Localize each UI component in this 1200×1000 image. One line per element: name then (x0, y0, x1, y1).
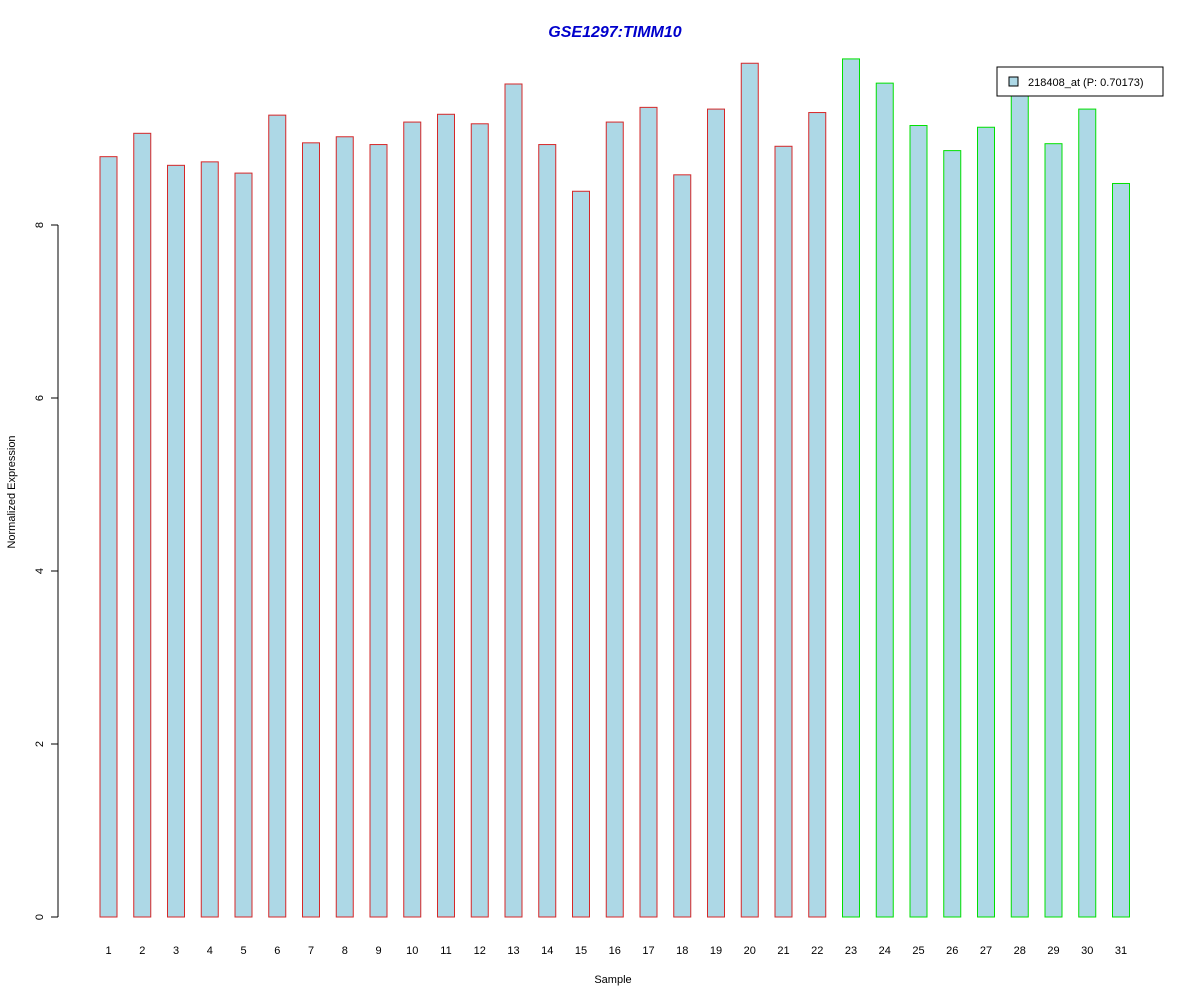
bar (99, 156, 118, 918)
x-tick-label: 30 (1081, 945, 1093, 957)
x-tick-label: 13 (507, 945, 519, 957)
bar (234, 172, 253, 918)
bar (167, 164, 185, 918)
bar (740, 62, 759, 918)
bar (200, 161, 219, 918)
x-tick-label: 24 (879, 945, 891, 957)
bar (302, 142, 320, 918)
bar (133, 132, 152, 918)
bar (268, 114, 287, 918)
x-tick-label: 7 (308, 945, 314, 957)
y-tick-label: 0 (34, 914, 46, 920)
x-tick-labels: 1 2 3 4 5 6 7 8 9 10 11 12 13 14 15 16 17 18 19 20 21 22 23 24 2… (105, 945, 1127, 957)
bar (808, 112, 827, 918)
x-tick-label: 19 (710, 945, 722, 957)
y-tick-label: 8 (34, 222, 46, 228)
x-tick-label: 11 (440, 945, 451, 957)
y-tick-label: 2 (34, 741, 46, 747)
bar (673, 174, 692, 918)
x-tick-label: 5 (240, 945, 246, 957)
x-tick-label: 16 (609, 945, 621, 957)
x-tick-label: 23 (845, 945, 857, 957)
bar (1010, 92, 1029, 918)
x-axis-label: Sample (594, 974, 631, 986)
legend-label: 218408_at (P: 0.70173) (1028, 77, 1144, 89)
bar (470, 123, 489, 918)
x-tick-label: 31 (1115, 945, 1127, 957)
bar (605, 121, 624, 918)
y-axis: 0 2 4 6 8 (34, 222, 59, 920)
x-tick-label: 6 (274, 945, 280, 957)
x-tick-label: 2 (139, 945, 145, 957)
x-tick-label: 29 (1047, 945, 1059, 957)
x-tick-label: 18 (676, 945, 688, 957)
bars (99, 58, 1130, 918)
x-tick-label: 26 (946, 945, 958, 957)
x-tick-label: 8 (342, 945, 348, 957)
legend: 218408_at (P: 0.70173) (996, 66, 1164, 97)
bar (875, 82, 894, 918)
x-tick-label: 28 (1014, 945, 1026, 957)
x-tick-label: 4 (207, 945, 213, 957)
bar (504, 83, 523, 918)
legend-swatch (1008, 76, 1019, 87)
y-axis-label: Normalized Expression (6, 435, 18, 548)
x-tick-label: 22 (811, 945, 823, 957)
bar (909, 125, 928, 918)
x-tick-label: 3 (173, 945, 179, 957)
bar (639, 106, 658, 918)
bar (335, 136, 354, 918)
bar (369, 144, 388, 918)
y-tick-label: 6 (34, 395, 46, 401)
bar (977, 126, 995, 918)
x-tick-label: 1 (105, 945, 111, 957)
legend-box (996, 66, 1164, 97)
bar (403, 121, 422, 918)
x-tick-label: 21 (777, 945, 789, 957)
x-tick-label: 9 (375, 945, 381, 957)
x-tick-label: 20 (744, 945, 756, 957)
chart-title: GSE1297:TIMM10 (548, 24, 681, 41)
x-tick-label: 14 (541, 945, 553, 957)
bar (707, 108, 725, 918)
bar (842, 58, 860, 918)
bar (538, 144, 557, 918)
x-tick-label: 17 (642, 945, 654, 957)
bar (437, 113, 455, 918)
bar (1078, 108, 1097, 918)
bar (1112, 182, 1130, 918)
bar (943, 150, 962, 918)
bar (572, 190, 590, 918)
x-tick-label: 12 (474, 945, 486, 957)
x-tick-label: 27 (980, 945, 992, 957)
bar (1044, 143, 1063, 918)
y-tick-label: 4 (34, 568, 46, 574)
x-tick-label: 25 (912, 945, 924, 957)
bar (774, 145, 793, 918)
x-tick-label: 15 (575, 945, 587, 957)
x-tick-label: 10 (406, 945, 418, 957)
